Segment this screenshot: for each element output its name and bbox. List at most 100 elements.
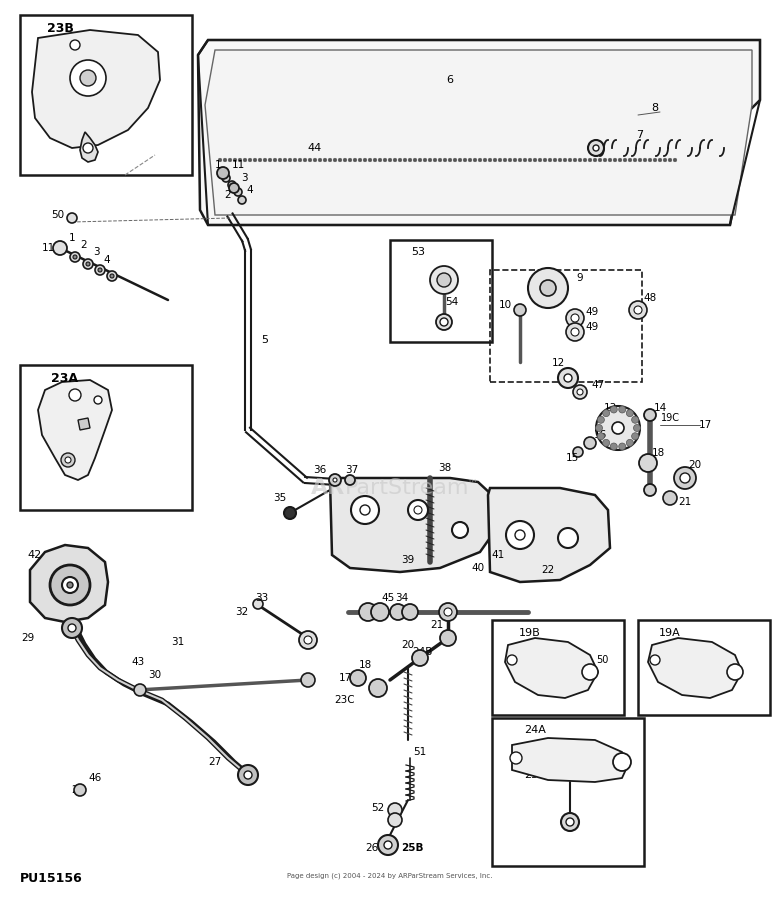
Circle shape (548, 158, 551, 162)
Circle shape (528, 268, 568, 308)
Text: 20: 20 (689, 460, 701, 470)
Text: 35: 35 (273, 493, 286, 503)
Text: 3: 3 (241, 173, 247, 183)
Bar (638, 620, 770, 715)
Circle shape (558, 158, 562, 162)
Circle shape (53, 241, 67, 255)
Text: 51: 51 (413, 747, 427, 757)
Polygon shape (78, 418, 90, 430)
Circle shape (582, 664, 598, 680)
Circle shape (573, 158, 576, 162)
Circle shape (268, 158, 271, 162)
Polygon shape (38, 380, 112, 480)
Circle shape (373, 158, 377, 162)
Circle shape (603, 158, 607, 162)
Circle shape (238, 196, 246, 204)
Circle shape (299, 631, 317, 649)
Circle shape (478, 158, 482, 162)
Text: 2: 2 (225, 190, 232, 200)
Text: 15: 15 (566, 453, 579, 463)
Circle shape (583, 158, 587, 162)
Circle shape (538, 158, 542, 162)
Circle shape (573, 447, 583, 457)
Text: 46: 46 (88, 773, 101, 783)
Text: 48: 48 (644, 293, 657, 303)
Circle shape (561, 813, 579, 831)
Text: PU15156: PU15156 (20, 872, 83, 885)
Text: 49: 49 (585, 307, 598, 317)
Circle shape (253, 599, 263, 609)
Circle shape (218, 158, 222, 162)
Text: 50: 50 (51, 210, 65, 220)
Circle shape (61, 453, 75, 467)
Polygon shape (205, 50, 752, 215)
Text: 24B: 24B (412, 647, 432, 657)
Circle shape (573, 385, 587, 399)
Circle shape (588, 158, 592, 162)
Text: 17: 17 (339, 673, 352, 683)
Circle shape (328, 158, 332, 162)
Circle shape (663, 491, 677, 505)
Circle shape (644, 158, 647, 162)
Circle shape (288, 158, 292, 162)
Text: 16: 16 (594, 430, 607, 440)
Circle shape (571, 328, 579, 336)
Text: 13: 13 (604, 403, 617, 413)
Circle shape (558, 368, 578, 388)
Circle shape (509, 158, 512, 162)
Circle shape (360, 505, 370, 515)
Text: 23B: 23B (47, 22, 73, 35)
Circle shape (304, 636, 312, 644)
Bar (390, 240, 492, 342)
Circle shape (353, 158, 356, 162)
Circle shape (402, 604, 418, 620)
Circle shape (650, 655, 660, 665)
Circle shape (633, 158, 636, 162)
Circle shape (284, 507, 296, 519)
Text: 38: 38 (438, 463, 452, 473)
Circle shape (597, 433, 604, 440)
Circle shape (217, 167, 229, 179)
Circle shape (528, 158, 532, 162)
Circle shape (368, 158, 372, 162)
Circle shape (493, 158, 497, 162)
Circle shape (628, 158, 632, 162)
Text: 22: 22 (541, 565, 555, 575)
Circle shape (223, 158, 227, 162)
Text: 27: 27 (208, 757, 222, 767)
Circle shape (498, 158, 502, 162)
Text: 50: 50 (596, 655, 608, 665)
Circle shape (414, 506, 422, 514)
Polygon shape (32, 30, 160, 148)
Circle shape (314, 158, 317, 162)
Circle shape (594, 158, 597, 162)
Circle shape (483, 158, 487, 162)
Circle shape (626, 440, 633, 446)
Circle shape (668, 158, 672, 162)
Circle shape (514, 304, 526, 316)
Circle shape (70, 60, 106, 96)
Circle shape (571, 314, 579, 322)
Text: 21: 21 (679, 497, 692, 507)
Text: 31: 31 (172, 637, 185, 647)
Circle shape (348, 158, 352, 162)
Circle shape (543, 158, 547, 162)
Circle shape (503, 158, 507, 162)
Text: 44: 44 (308, 143, 322, 153)
Circle shape (632, 416, 639, 423)
Circle shape (388, 813, 402, 827)
Text: 34: 34 (395, 593, 409, 603)
Text: 45: 45 (381, 593, 395, 603)
Text: 32: 32 (236, 607, 249, 617)
Circle shape (727, 664, 743, 680)
Text: 23A: 23A (51, 371, 79, 385)
Circle shape (403, 158, 407, 162)
Circle shape (233, 158, 237, 162)
Text: 49: 49 (585, 322, 598, 332)
Text: Page design (c) 2004 - 2024 by ARParStream Services, Inc.: Page design (c) 2004 - 2024 by ARParStre… (287, 873, 493, 879)
Circle shape (408, 158, 412, 162)
Circle shape (86, 262, 90, 266)
Circle shape (597, 416, 604, 423)
Circle shape (110, 274, 114, 278)
Circle shape (540, 280, 556, 296)
